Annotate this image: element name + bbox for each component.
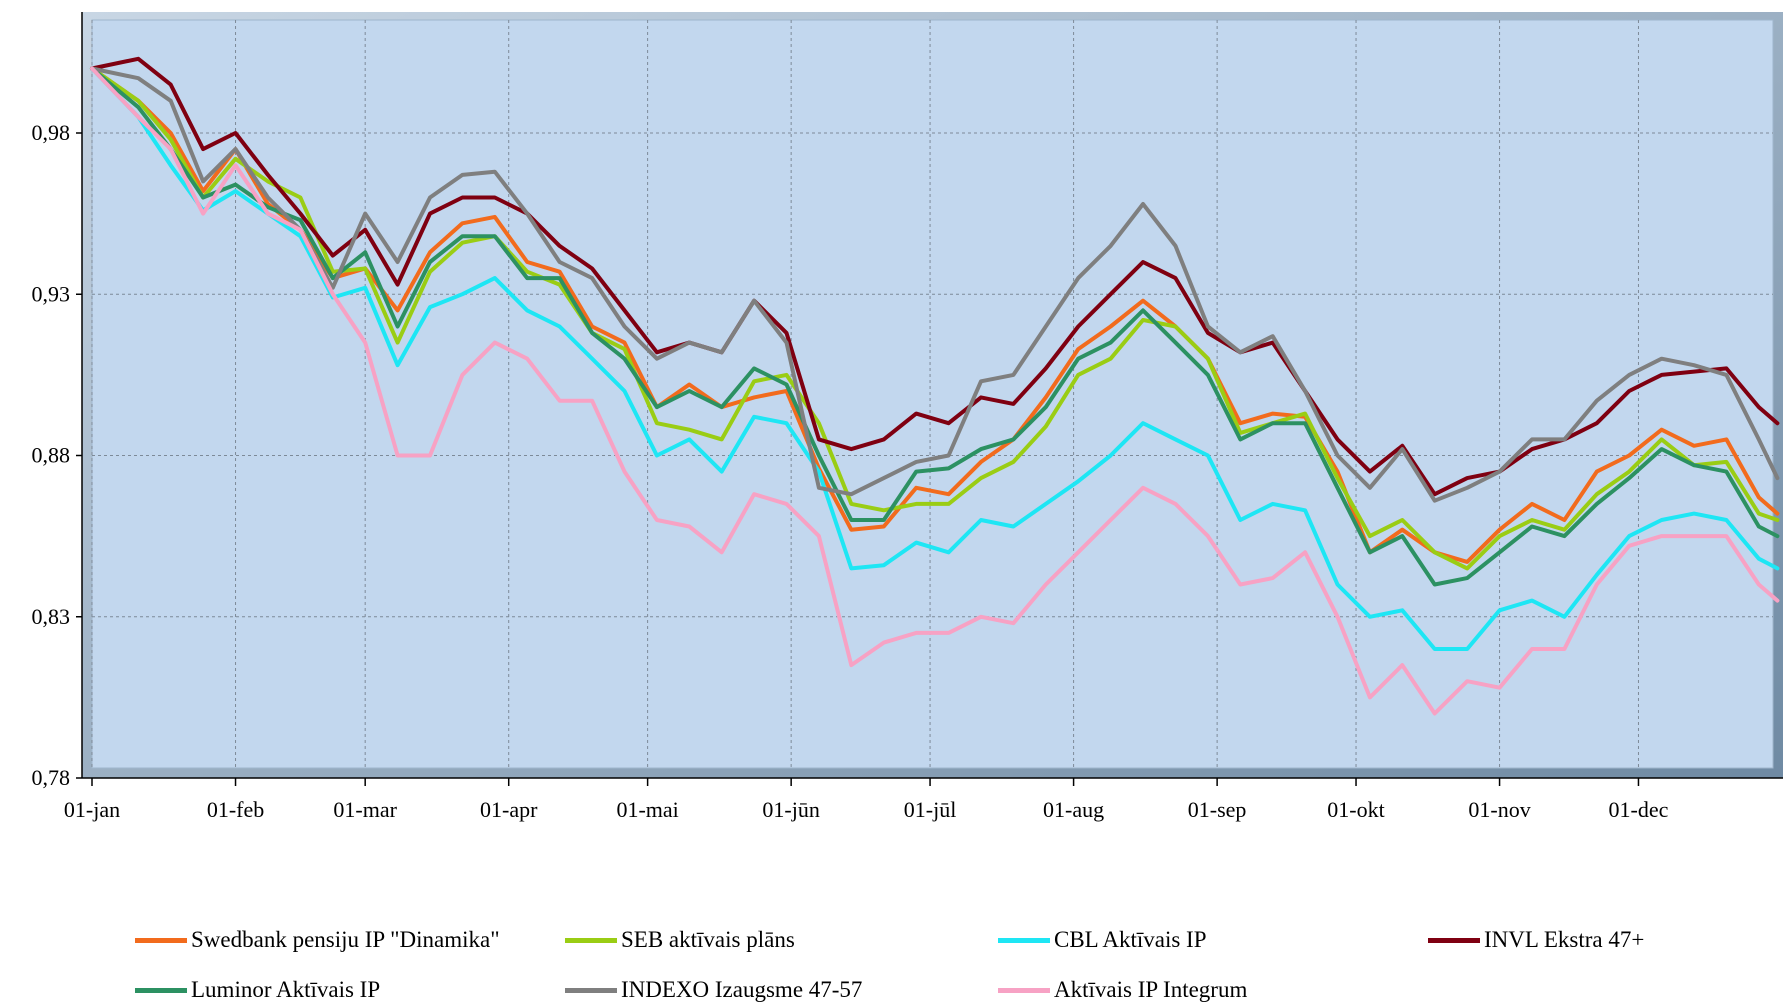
y-tick-label: 0,98 [32, 120, 71, 145]
legend-label: SEB aktīvais plāns [621, 927, 795, 952]
y-tick-label: 0,83 [32, 604, 71, 629]
legend: Swedbank pensiju IP "Dinamika" SEB aktīv… [0, 905, 1785, 1005]
legend-item: SEB aktīvais plāns [565, 925, 795, 955]
line-chart: 0,780,830,880,930,98 01-jan 01-feb 01-mar 0… [32, 12, 1783, 822]
plot-frame [82, 12, 1783, 778]
y-tick-label: 0,78 [32, 765, 71, 790]
x-tick-label: 01-jūl [904, 797, 957, 822]
series-lines [90, 56, 1780, 716]
x-tick-label: 01-mar [333, 797, 397, 822]
x-tick-label: 01-okt [1327, 797, 1384, 822]
series-line [90, 56, 1780, 497]
series-line [90, 66, 1780, 503]
legend-label: INVL Ekstra 47+ [1484, 927, 1645, 952]
series-line [90, 66, 1780, 587]
legend-item: INVL Ekstra 47+ [1428, 925, 1644, 955]
x-tick-labels: 01-jan 01-feb 01-mar 01-apr 01-mai 01-jūn 01-j… [64, 778, 1669, 822]
x-tick-label: 01-jūn [762, 797, 819, 822]
legend-item: Aktīvais IP Integrum [998, 975, 1247, 1005]
series-line [90, 66, 1780, 571]
y-tick-labels: 0,78 0,83 0,88 0,93 0,98 [32, 120, 82, 790]
y-tick-label: 0,88 [32, 443, 71, 468]
legend-swatch [135, 937, 187, 943]
legend-item: INDEXO Izaugsme 47-57 [565, 975, 862, 1005]
series-line [90, 66, 1780, 716]
legend-swatch [565, 937, 617, 943]
series-line [90, 66, 1780, 564]
x-tick-label: 01-nov [1468, 797, 1530, 822]
legend-swatch [998, 987, 1050, 993]
legend-label: Aktīvais IP Integrum [1054, 977, 1248, 1002]
x-tick-label: 01-apr [480, 797, 538, 822]
legend-label: Swedbank pensiju IP "Dinamika" [191, 927, 500, 952]
series-line [90, 66, 1780, 651]
x-tick-label: 01-dec [1609, 797, 1669, 822]
x-tick-label: 01-sep [1188, 797, 1247, 822]
legend-swatch [1428, 937, 1480, 943]
legend-label: CBL Aktīvais IP [1054, 927, 1207, 952]
x-tick-label: 01-feb [207, 797, 264, 822]
legend-swatch [565, 987, 617, 993]
x-tick-label: 01-jan [64, 797, 120, 822]
x-tick-label: 01-aug [1043, 797, 1104, 822]
legend-item: Luminor Aktīvais IP [135, 975, 380, 1005]
legend-swatch [135, 987, 187, 993]
legend-swatch [998, 937, 1050, 943]
x-tick-label: 01-mai [616, 797, 678, 822]
y-tick-label: 0,93 [32, 281, 71, 306]
legend-item: Swedbank pensiju IP "Dinamika" [135, 925, 500, 955]
plot-area [91, 19, 1774, 769]
legend-label: INDEXO Izaugsme 47-57 [621, 977, 863, 1002]
legend-item: CBL Aktīvais IP [998, 925, 1207, 955]
legend-label: Luminor Aktīvais IP [191, 977, 381, 1002]
